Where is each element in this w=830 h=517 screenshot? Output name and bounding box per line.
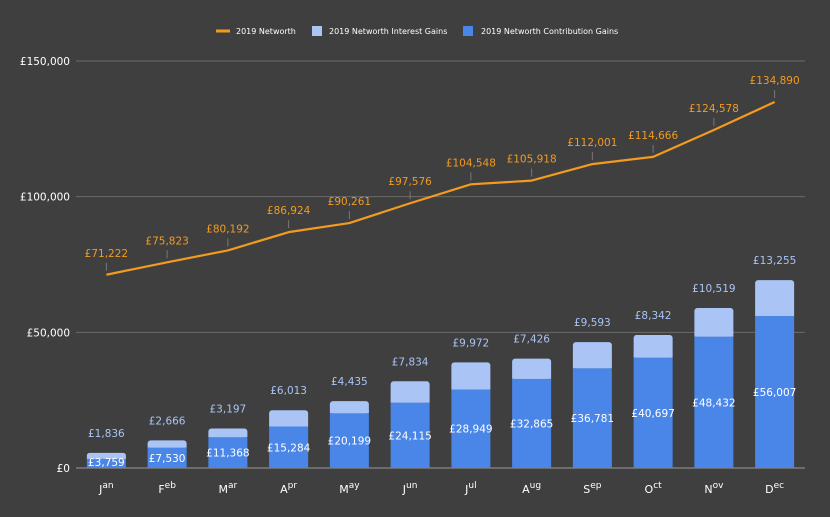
- interest-bar: [755, 280, 795, 317]
- x-tick-label: Jun: [402, 481, 418, 496]
- interest-bar-base: [451, 386, 491, 390]
- interest-bar-base: [572, 365, 612, 369]
- interest-bar: [633, 334, 673, 358]
- line-data-label: £71,222: [85, 248, 128, 260]
- contribution-data-label: £3,759: [88, 457, 125, 469]
- line-data-label: £90,261: [328, 196, 371, 208]
- x-tick-label: Sep: [583, 481, 602, 496]
- x-tick-label: Jan: [98, 481, 113, 496]
- interest-bar-base: [694, 333, 734, 337]
- contribution-data-label: £24,115: [388, 430, 431, 442]
- contribution-data-label: £28,949: [449, 424, 492, 436]
- interest-bar-base: [633, 354, 673, 358]
- x-tick-label: Mar: [219, 481, 238, 496]
- interest-data-label: £6,013: [270, 385, 307, 397]
- contribution-data-label: £56,007: [753, 387, 796, 399]
- legend-label: 2019 Networth: [236, 27, 296, 36]
- x-tick-label: Dec: [765, 481, 784, 496]
- x-tick-label: May: [339, 481, 360, 496]
- interest-bar-base: [755, 313, 795, 317]
- contribution-bar: [755, 316, 795, 468]
- line-data-label: £75,823: [145, 235, 188, 247]
- interest-bar-base: [86, 455, 126, 459]
- legend-label: 2019 Networth Interest Gains: [329, 27, 447, 36]
- contribution-bar: [694, 336, 734, 468]
- contribution-bar: [329, 413, 369, 468]
- interest-data-label: £2,666: [149, 415, 186, 427]
- line-data-label: £86,924: [267, 205, 311, 217]
- interest-bar: [694, 308, 734, 337]
- interest-bar-base: [390, 399, 430, 403]
- interest-bar: [451, 362, 491, 390]
- interest-data-label: £7,834: [392, 356, 429, 368]
- interest-bar-base: [329, 410, 369, 414]
- legend-label: 2019 Networth Contribution Gains: [481, 27, 618, 36]
- y-tick-label: £0: [57, 463, 70, 475]
- contribution-data-label: £15,284: [267, 442, 311, 454]
- contribution-bar: [451, 389, 491, 468]
- interest-bar: [572, 342, 612, 369]
- legend-contribution-swatch: [463, 26, 473, 36]
- interest-data-label: £4,435: [331, 376, 368, 388]
- contribution-data-label: £36,781: [571, 413, 614, 425]
- interest-data-label: £9,972: [453, 337, 490, 349]
- line-data-label: £134,890: [750, 75, 800, 87]
- line-data-label: £112,001: [567, 137, 617, 149]
- contribution-data-label: £32,865: [510, 418, 553, 430]
- interest-bar-base: [269, 423, 309, 427]
- x-tick-label: Jul: [464, 481, 476, 496]
- x-axis: Jan Feb Mar Apr May Jun Jul Aug Sep Oct Nov Dec: [98, 481, 784, 496]
- x-tick-label: Feb: [158, 481, 176, 496]
- contribution-bar: [633, 357, 673, 468]
- line-data-label: £105,918: [507, 154, 557, 166]
- y-tick-label: £150,000: [20, 56, 70, 68]
- y-axis: £0 £50,000 £100,000 £150,000: [20, 56, 70, 475]
- networth-line-path: [106, 100, 776, 276]
- interest-bar-base: [147, 444, 187, 448]
- legend: 2019 Networth 2019 Networth Interest Gain…: [216, 26, 618, 36]
- x-tick-label: Nov: [704, 481, 724, 496]
- interest-bar: [390, 381, 430, 403]
- interest-data-label: £1,836: [88, 428, 125, 440]
- legend-interest-swatch: [312, 26, 322, 36]
- contribution-bar: [269, 426, 309, 468]
- contribution-data-label: £40,697: [631, 408, 674, 420]
- contribution-bar: [86, 457, 126, 468]
- interest-bar: [329, 401, 369, 414]
- gridlines: [76, 60, 805, 469]
- contribution-data-label: £48,432: [692, 397, 735, 409]
- contribution-bar: [390, 402, 430, 468]
- line-data-label: £114,666: [628, 130, 678, 142]
- interest-data-label: £10,519: [692, 283, 735, 295]
- interest-data-label: £8,342: [635, 310, 672, 322]
- contribution-data-label: £11,368: [206, 448, 249, 460]
- interest-data-label: £7,426: [513, 334, 550, 346]
- interest-bar-base: [208, 434, 248, 438]
- interest-data-label: £13,255: [753, 255, 796, 267]
- contribution-data-label: £7,530: [149, 453, 186, 465]
- contribution-bar: [147, 447, 187, 468]
- line-data-label: £124,578: [689, 103, 739, 115]
- contribution-bar: [208, 437, 248, 468]
- y-tick-label: £100,000: [20, 192, 70, 204]
- contribution-bar: [572, 368, 612, 468]
- y-tick-label: £50,000: [27, 327, 70, 339]
- line-data-label: £80,192: [206, 223, 249, 235]
- line-data-label: £97,576: [388, 176, 432, 188]
- interest-bar-base: [512, 375, 552, 379]
- networth-line: £71,222 £75,823 £80,192 £86,924 £90,261 £97,5…: [85, 75, 800, 276]
- x-tick-label: Apr: [280, 481, 297, 496]
- interest-bar: [512, 358, 552, 379]
- bars: £3,759 £1,836 £7,530 £2,666 £11,368 £3,197 £15…: [86, 255, 796, 469]
- contribution-bar: [512, 378, 552, 468]
- x-tick-label: Oct: [645, 481, 663, 496]
- contribution-data-label: £20,199: [328, 436, 371, 448]
- x-tick-label: Aug: [522, 481, 541, 496]
- interest-data-label: £9,593: [574, 317, 611, 329]
- interest-data-label: £3,197: [210, 403, 247, 415]
- interest-bar: [269, 410, 309, 427]
- line-data-label: £104,548: [446, 157, 496, 169]
